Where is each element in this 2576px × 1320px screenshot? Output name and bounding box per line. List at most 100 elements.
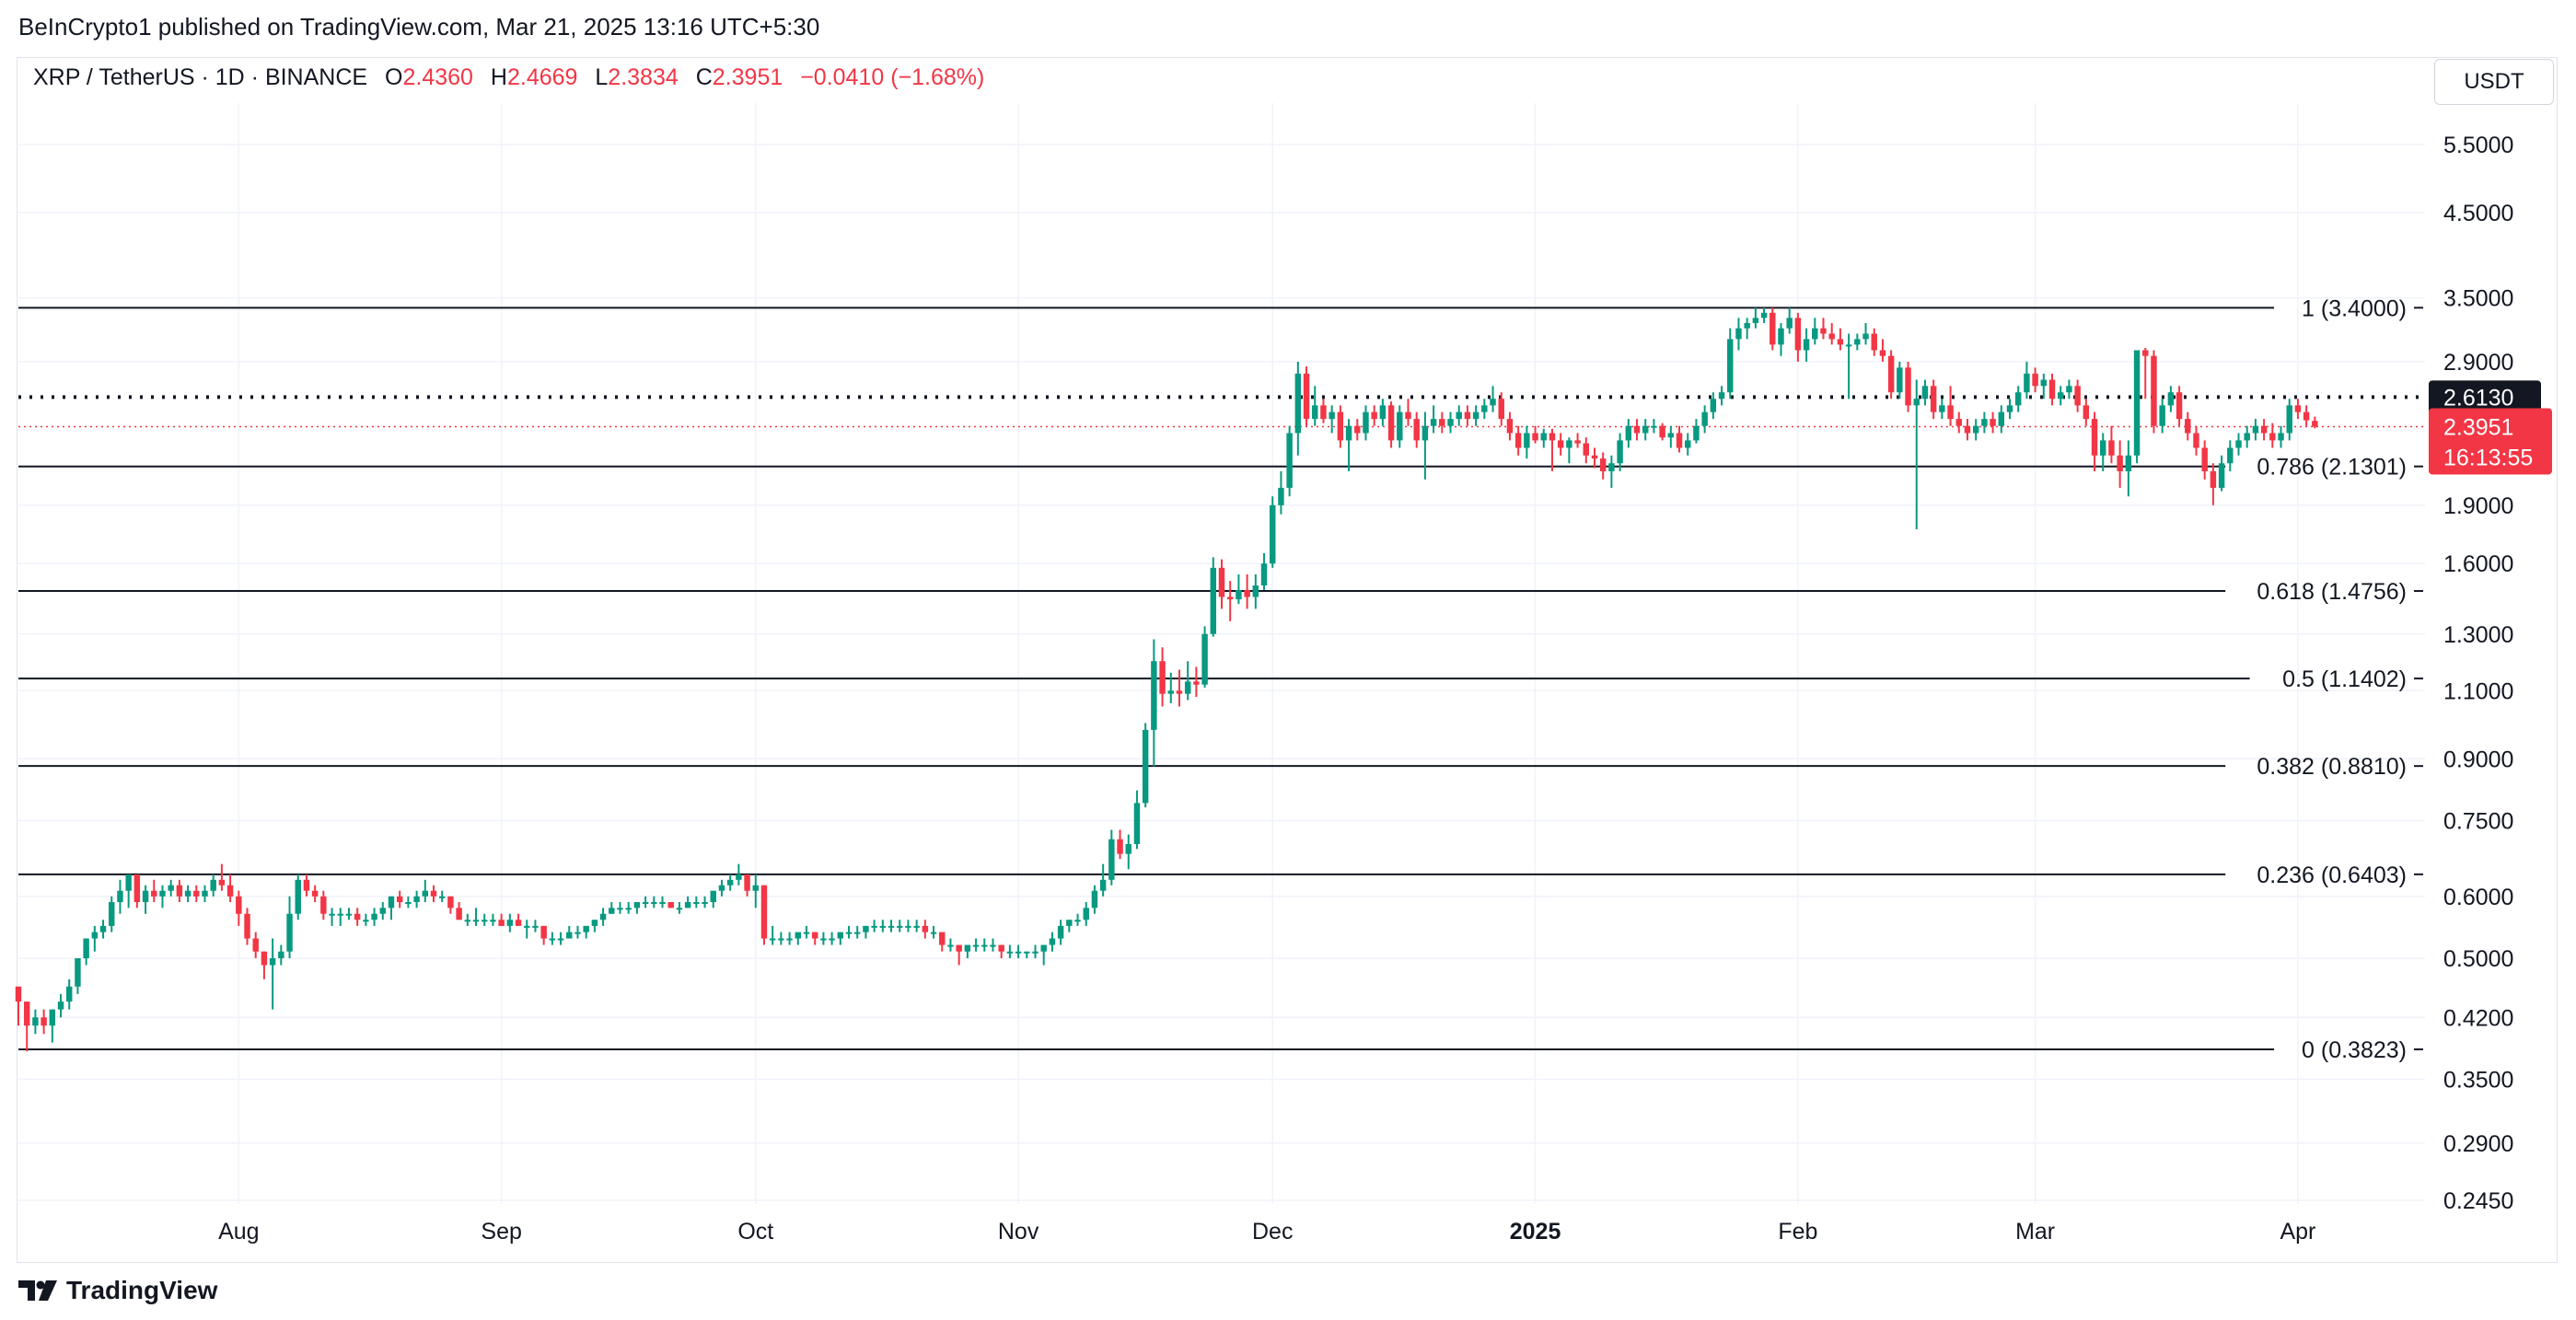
time-tick-label: Dec bbox=[1252, 1219, 1293, 1245]
candle bbox=[1337, 405, 1344, 448]
candle bbox=[1218, 559, 1225, 609]
time-tick-label: Oct bbox=[737, 1219, 773, 1245]
candle-body bbox=[2108, 440, 2115, 456]
candle bbox=[888, 920, 895, 932]
price-tick-label: 3.5000 bbox=[2443, 286, 2513, 312]
candle bbox=[1024, 951, 1030, 959]
candle bbox=[1447, 411, 1454, 434]
candle bbox=[2278, 425, 2284, 448]
candle-body bbox=[583, 925, 589, 932]
candle-body bbox=[464, 920, 471, 922]
candle bbox=[718, 879, 725, 897]
price-tick-label: 0.6000 bbox=[2443, 885, 2513, 910]
candle-body bbox=[1397, 411, 1403, 441]
candle bbox=[1574, 433, 1581, 448]
candle-body bbox=[1659, 425, 1665, 438]
candle bbox=[676, 901, 683, 914]
candle-body bbox=[320, 896, 327, 914]
candle-body bbox=[922, 925, 929, 932]
candle bbox=[1387, 401, 1395, 448]
candle-body bbox=[1854, 339, 1861, 345]
candle-body bbox=[363, 920, 369, 922]
candle-body bbox=[1921, 386, 1929, 399]
candle bbox=[574, 925, 581, 939]
candle-body bbox=[1583, 443, 1590, 456]
candle-body bbox=[405, 901, 412, 904]
candle-body bbox=[1701, 411, 1708, 426]
candle bbox=[75, 958, 81, 994]
candle bbox=[1760, 307, 1768, 323]
currency-button[interactable]: USDT bbox=[2434, 59, 2554, 105]
candle bbox=[837, 932, 844, 945]
candle bbox=[947, 938, 954, 952]
tradingview-brand: TradingView bbox=[66, 1276, 218, 1304]
candle-body bbox=[2125, 455, 2132, 471]
candle bbox=[1897, 361, 1903, 399]
candle-body bbox=[2218, 463, 2225, 488]
candle-body bbox=[1498, 399, 1504, 420]
candle bbox=[1820, 318, 1827, 340]
candle bbox=[778, 932, 784, 945]
close-value: 2.3951 bbox=[712, 64, 783, 90]
candle-body bbox=[1735, 328, 1742, 340]
candle-body bbox=[1024, 951, 1030, 954]
resistance-price-tag-bg bbox=[2429, 380, 2541, 414]
candle-body bbox=[1260, 563, 1268, 585]
price-tick-label: 5.5000 bbox=[2443, 133, 2513, 158]
candle-body bbox=[1439, 419, 1445, 426]
candle bbox=[1049, 932, 1056, 952]
candle-body bbox=[939, 932, 946, 945]
candle-body bbox=[91, 932, 99, 939]
candle bbox=[524, 920, 530, 939]
candle-body bbox=[1837, 339, 1844, 345]
candle bbox=[303, 874, 310, 897]
candle bbox=[1778, 322, 1784, 356]
candle bbox=[642, 896, 649, 909]
candle-body bbox=[1032, 951, 1039, 954]
candle-body bbox=[897, 925, 903, 928]
candle-body bbox=[1354, 425, 1361, 434]
candle-body bbox=[2159, 405, 2165, 426]
candle bbox=[2057, 386, 2064, 406]
candle-body bbox=[388, 896, 395, 909]
candle-body bbox=[1591, 455, 1598, 459]
candle bbox=[311, 885, 319, 902]
candle-body bbox=[184, 890, 191, 897]
candle bbox=[1591, 447, 1598, 469]
candle bbox=[1752, 307, 1759, 329]
symbol-label[interactable]: XRP / TetherUS · 1D · BINANCE bbox=[33, 64, 368, 90]
candle-body bbox=[574, 932, 581, 934]
candle bbox=[32, 1009, 39, 1035]
candle bbox=[472, 908, 480, 926]
candle-body bbox=[726, 879, 734, 886]
candle-body bbox=[1651, 425, 1657, 428]
candle-body bbox=[2294, 405, 2302, 412]
candle bbox=[922, 920, 929, 939]
candle-body bbox=[41, 1017, 47, 1026]
candle bbox=[599, 908, 607, 926]
candle bbox=[2218, 455, 2225, 492]
candle-body bbox=[964, 944, 971, 952]
candle bbox=[879, 920, 887, 932]
candle-body bbox=[1142, 729, 1149, 804]
candle bbox=[990, 938, 996, 952]
candle-body bbox=[2167, 392, 2175, 406]
candle bbox=[2185, 411, 2191, 441]
candle bbox=[1786, 307, 1793, 334]
candle bbox=[853, 925, 861, 939]
fib-label: 0.786 (2.1301) bbox=[2257, 455, 2407, 481]
candle-body bbox=[2100, 440, 2106, 456]
candle-body bbox=[1972, 425, 1979, 434]
candle bbox=[905, 920, 911, 932]
candle bbox=[829, 932, 835, 945]
candle bbox=[2286, 399, 2292, 441]
candle-body bbox=[744, 874, 750, 891]
candle bbox=[760, 885, 768, 945]
candle bbox=[1421, 411, 1429, 480]
candle-body bbox=[2260, 425, 2268, 434]
candle-body bbox=[1184, 681, 1191, 694]
candle-body bbox=[396, 896, 403, 902]
candle bbox=[609, 901, 615, 914]
candle bbox=[66, 978, 73, 1010]
